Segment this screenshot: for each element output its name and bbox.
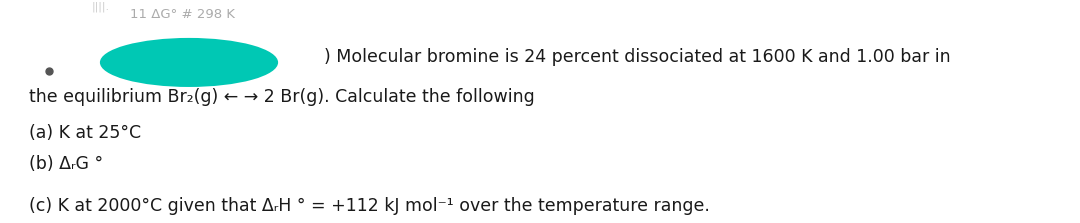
Text: ) Molecular bromine is 24 percent dissociated at 1600 K and 1.00 bar in: ) Molecular bromine is 24 percent dissoc… bbox=[324, 48, 950, 66]
Text: 11 ΔG° # 298 K: 11 ΔG° # 298 K bbox=[130, 8, 234, 21]
Text: the equilibrium Br₂(g) ← → 2 Br(g). Calculate the following: the equilibrium Br₂(g) ← → 2 Br(g). Calc… bbox=[29, 88, 535, 106]
Text: ||||.: ||||. bbox=[92, 1, 110, 12]
Text: (c) K at 2000°C given that ΔᵣH ° = +112 kJ mol⁻¹ over the temperature range.: (c) K at 2000°C given that ΔᵣH ° = +112 … bbox=[29, 197, 710, 215]
Text: (a) K at 25°C: (a) K at 25°C bbox=[29, 124, 141, 142]
Text: (b) ΔᵣG °: (b) ΔᵣG ° bbox=[29, 155, 104, 173]
Ellipse shape bbox=[99, 38, 279, 87]
